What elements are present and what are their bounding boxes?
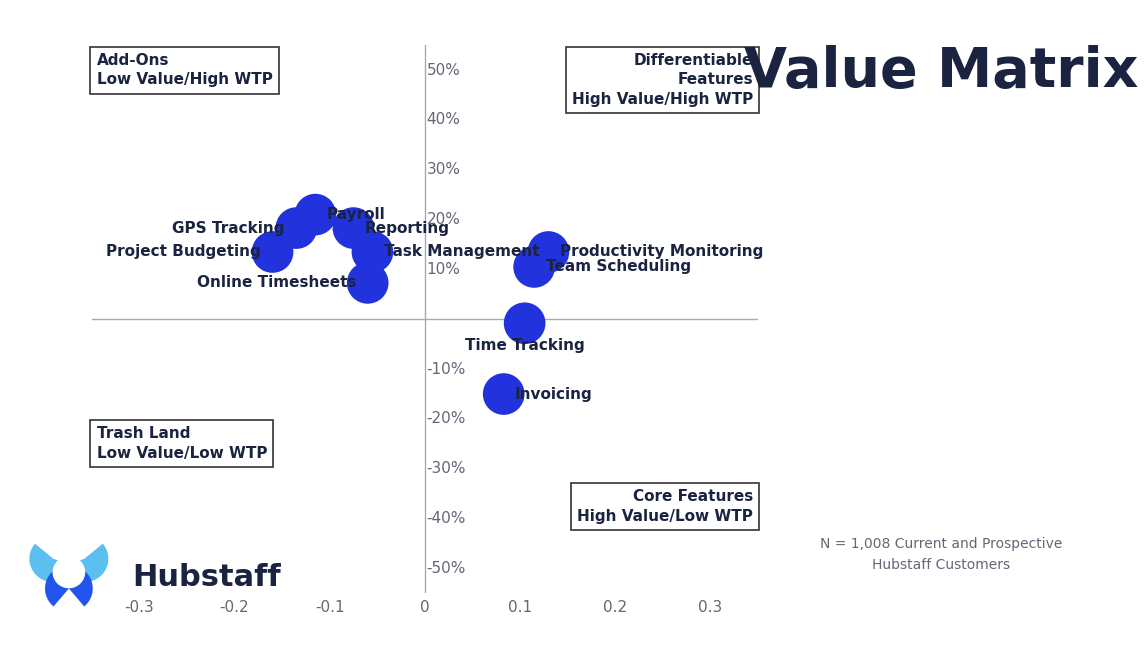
Text: Value Matrix: Value Matrix bbox=[744, 45, 1139, 99]
Text: -20%: -20% bbox=[427, 412, 466, 426]
Text: Add-Ons
Low Value/High WTP: Add-Ons Low Value/High WTP bbox=[96, 53, 272, 88]
Text: Invoicing: Invoicing bbox=[515, 386, 592, 402]
Circle shape bbox=[53, 557, 85, 588]
Text: Team Scheduling: Team Scheduling bbox=[545, 259, 691, 274]
Text: Productivity Monitoring: Productivity Monitoring bbox=[560, 244, 763, 259]
Text: Core Features
High Value/Low WTP: Core Features High Value/Low WTP bbox=[577, 489, 753, 524]
Text: Payroll: Payroll bbox=[327, 207, 386, 222]
Text: Project Budgeting: Project Budgeting bbox=[107, 244, 261, 259]
Text: 20%: 20% bbox=[427, 212, 460, 227]
Point bbox=[515, 318, 534, 328]
Point bbox=[540, 247, 558, 257]
Point bbox=[358, 278, 377, 288]
Point bbox=[525, 262, 543, 272]
Text: Time Tracking: Time Tracking bbox=[465, 338, 584, 353]
Text: Trash Land
Low Value/Low WTP: Trash Land Low Value/Low WTP bbox=[96, 426, 267, 461]
Text: -40%: -40% bbox=[427, 511, 466, 526]
Text: Hubstaff: Hubstaff bbox=[132, 563, 280, 591]
Point bbox=[307, 210, 325, 220]
Point bbox=[263, 247, 281, 257]
Text: Task Management: Task Management bbox=[383, 244, 540, 259]
Wedge shape bbox=[45, 565, 93, 606]
Text: -50%: -50% bbox=[427, 561, 466, 576]
Text: GPS Tracking: GPS Tracking bbox=[172, 221, 285, 235]
Point bbox=[287, 223, 305, 233]
Wedge shape bbox=[30, 544, 76, 582]
Text: 10%: 10% bbox=[427, 262, 460, 277]
Text: 50%: 50% bbox=[427, 63, 460, 77]
Point bbox=[344, 223, 363, 233]
Text: -10%: -10% bbox=[427, 362, 466, 377]
Text: Online Timesheets: Online Timesheets bbox=[196, 275, 356, 290]
Text: Differentiable
Features
High Value/High WTP: Differentiable Features High Value/High … bbox=[572, 53, 753, 107]
Text: Reporting: Reporting bbox=[365, 221, 450, 235]
Text: 40%: 40% bbox=[427, 112, 460, 128]
Text: N = 1,008 Current and Prospective
Hubstaff Customers: N = 1,008 Current and Prospective Hubsta… bbox=[820, 537, 1063, 572]
Point bbox=[363, 247, 381, 257]
Text: 30%: 30% bbox=[427, 163, 460, 177]
Point bbox=[495, 389, 513, 399]
Wedge shape bbox=[62, 544, 108, 582]
Text: -30%: -30% bbox=[427, 461, 466, 476]
